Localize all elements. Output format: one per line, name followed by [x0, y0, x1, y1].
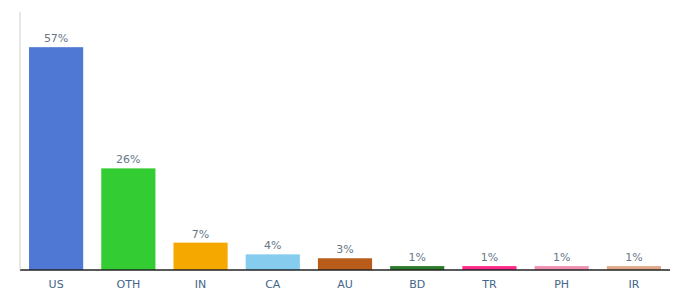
- bar: [29, 47, 83, 270]
- x-tick-label: AU: [337, 278, 353, 291]
- chart-svg: 57% 26% 7% 4% 3% 1% 1% 1% 1% US OTH IN CA AU BD TR PH IR: [0, 0, 680, 300]
- data-label: 1%: [481, 251, 498, 264]
- data-label: 57%: [44, 32, 68, 45]
- x-tick-label: TR: [481, 278, 497, 291]
- x-tick-label: OTH: [117, 278, 141, 291]
- data-label: 4%: [264, 239, 281, 252]
- x-tick-label: CA: [265, 278, 281, 291]
- chart-container: 57% 26% 7% 4% 3% 1% 1% 1% 1% US OTH IN CA AU BD TR PH IR: [0, 0, 680, 300]
- bars: [29, 47, 661, 270]
- data-label: 26%: [116, 153, 140, 166]
- x-tick-label: US: [49, 278, 64, 291]
- x-tick-label: PH: [554, 278, 569, 291]
- x-tick-labels: US OTH IN CA AU BD TR PH IR: [49, 278, 640, 291]
- data-label: 1%: [625, 251, 642, 264]
- x-tick-label: IN: [195, 278, 206, 291]
- x-tick-label: IR: [628, 278, 639, 291]
- y-axis-line: [20, 12, 21, 270]
- bar: [173, 243, 227, 270]
- bar: [246, 254, 300, 270]
- x-axis-line: [20, 269, 670, 271]
- bar: [101, 168, 155, 270]
- data-labels: 57% 26% 7% 4% 3% 1% 1% 1% 1%: [44, 32, 643, 264]
- bar: [318, 258, 372, 270]
- data-label: 1%: [553, 251, 570, 264]
- x-tick-label: BD: [409, 278, 425, 291]
- data-label: 1%: [408, 251, 425, 264]
- data-label: 3%: [336, 243, 353, 256]
- data-label: 7%: [192, 228, 209, 241]
